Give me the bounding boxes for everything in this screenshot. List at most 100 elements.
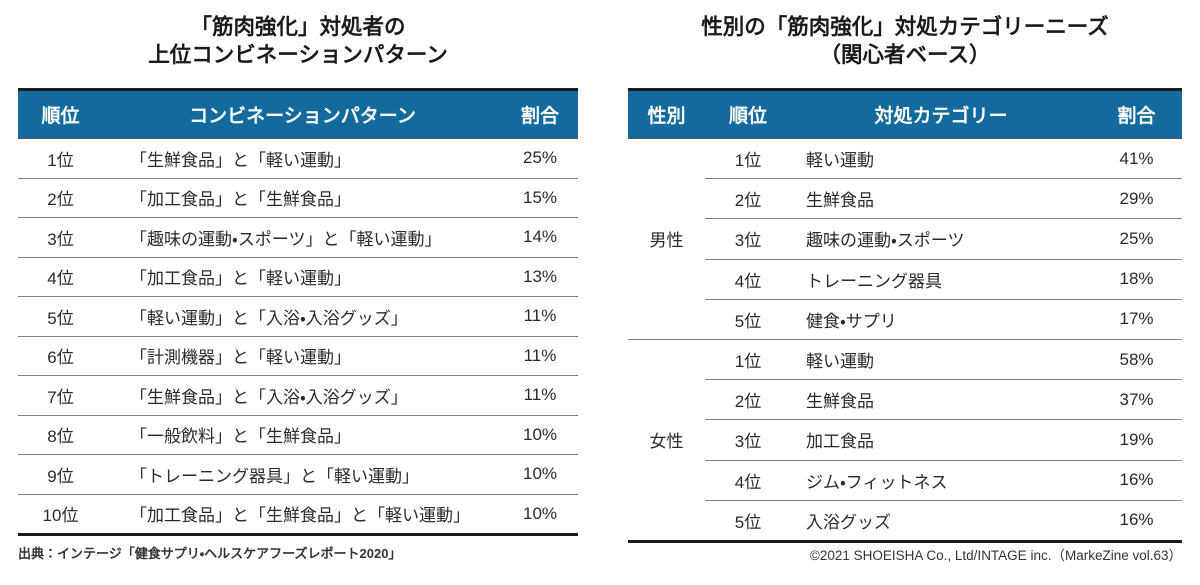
- table-row: 女性 1位 軽い運動 58%: [628, 339, 1182, 543]
- rank-cell: 1位: [705, 138, 791, 180]
- category-cell: 生鮮食品: [791, 178, 1091, 220]
- rank-cell: 1位: [18, 138, 103, 179]
- share-cell: 10%: [502, 415, 578, 455]
- share-cell: 10%: [502, 454, 578, 495]
- gender-category-table: 性別 順位 対処カテゴリー 割合 男性 1位 軽い運動 41% 2位 生鮮食品 …: [628, 88, 1182, 543]
- rank-cell: 8位: [18, 415, 103, 455]
- rank-cell: 10位: [18, 494, 103, 536]
- rank-column-header: 順位: [18, 88, 103, 139]
- left-table-header-row: 順位 コンビネーションパターン 割合: [18, 88, 578, 139]
- table-row: 3位 趣味の運動・スポーツ 25%: [628, 218, 1182, 260]
- left-chart-title: 「筋肉強化」対処者の 上位コンビネーションパターン: [18, 13, 578, 69]
- category-cell: 健食・サプリ: [791, 299, 1091, 340]
- rank-cell: 6位: [18, 336, 103, 376]
- share-cell: 41%: [1091, 138, 1182, 180]
- pattern-cell: 「趣味の運動・スポーツ」と「軽い運動」: [103, 217, 502, 258]
- table-row: 2位 「加工食品」と「生鮮食品」 15%: [18, 178, 578, 218]
- rank-cell: 3位: [705, 419, 791, 461]
- share-cell: 25%: [1091, 218, 1182, 260]
- share-cell: 14%: [502, 217, 578, 258]
- share-column-header: 割合: [1091, 88, 1182, 139]
- table-row: 2位 生鮮食品 37%: [628, 379, 1182, 421]
- rank-cell: 2位: [705, 379, 791, 421]
- category-cell: ジム・フィットネス: [791, 460, 1091, 501]
- share-cell: 15%: [502, 178, 578, 218]
- table-row: 4位 トレーニング器具 18%: [628, 259, 1182, 300]
- right-title-line2: （関心者ベース）: [819, 43, 991, 67]
- pattern-cell: 「一般飲料」と「生鮮食品」: [103, 415, 502, 455]
- table-row: 5位 「軽い運動」と「入浴・入浴グッズ」 11%: [18, 296, 578, 337]
- rank-cell: 5位: [18, 296, 103, 337]
- gender-column-header: 性別: [628, 88, 705, 139]
- rank-column-header: 順位: [705, 88, 791, 139]
- pattern-column-header: コンビネーションパターン: [103, 88, 502, 139]
- category-cell: 加工食品: [791, 419, 1091, 461]
- table-row: 2位 生鮮食品 29%: [628, 178, 1182, 220]
- right-table-header-row: 性別 順位 対処カテゴリー 割合: [628, 88, 1182, 139]
- table-row: 8位 「一般飲料」と「生鮮食品」 10%: [18, 415, 578, 455]
- share-cell: 16%: [1091, 460, 1182, 501]
- source-note: 出典：インテージ「健食サプリ・ヘルスケアフーズレポート2020」: [18, 546, 402, 561]
- table-row: 5位 入浴グッズ 16%: [628, 500, 1182, 543]
- right-title-line1: 性別の「筋肉強化」対処カテゴリーニーズ: [701, 15, 1109, 39]
- share-cell: 11%: [502, 375, 578, 416]
- share-column-header: 割合: [502, 88, 578, 139]
- share-cell: 13%: [502, 257, 578, 297]
- pattern-cell: 「計測機器」と「軽い運動」: [103, 336, 502, 376]
- share-cell: 29%: [1091, 178, 1182, 220]
- table-row: 3位 加工食品 19%: [628, 419, 1182, 461]
- rank-cell: 4位: [705, 460, 791, 501]
- rank-cell: 3位: [18, 217, 103, 258]
- rank-cell: 3位: [705, 218, 791, 260]
- share-cell: 37%: [1091, 379, 1182, 421]
- share-cell: 18%: [1091, 259, 1182, 300]
- combination-pattern-table: 順位 コンビネーションパターン 割合 1位 「生鮮食品」と「軽い運動」 25% …: [18, 88, 578, 536]
- share-cell: 58%: [1091, 339, 1182, 381]
- rank-cell: 1位: [705, 339, 791, 381]
- rank-cell: 9位: [18, 454, 103, 495]
- pattern-cell: 「生鮮食品」と「軽い運動」: [103, 138, 502, 179]
- gender-group-cell-male: 男性: [628, 138, 705, 340]
- rank-cell: 5位: [705, 500, 791, 543]
- share-cell: 19%: [1091, 419, 1182, 461]
- pattern-cell: 「加工食品」と「軽い運動」: [103, 257, 502, 297]
- category-column-header: 対処カテゴリー: [791, 88, 1091, 139]
- rank-cell: 2位: [705, 178, 791, 220]
- table-row: 6位 「計測機器」と「軽い運動」 11%: [18, 336, 578, 376]
- share-cell: 10%: [502, 494, 578, 536]
- table-row: 7位 「生鮮食品」と「入浴・入浴グッズ」 11%: [18, 375, 578, 416]
- share-cell: 11%: [502, 296, 578, 337]
- pattern-cell: 「生鮮食品」と「入浴・入浴グッズ」: [103, 375, 502, 416]
- category-cell: 生鮮食品: [791, 379, 1091, 421]
- table-row: 男性 1位 軽い運動 41%: [628, 138, 1182, 340]
- table-row: 5位 健食・サプリ 17%: [628, 299, 1182, 340]
- gender-category-panel: 性別の「筋肉強化」対処カテゴリーニーズ （関心者ベース） 性別 順位 対処カテゴ…: [628, 0, 1182, 585]
- table-row: 10位 「加工食品」と「生鮮食品」と「軽い運動」 10%: [18, 494, 578, 536]
- share-cell: 17%: [1091, 299, 1182, 340]
- table-row: 4位 「加工食品」と「軽い運動」 13%: [18, 257, 578, 297]
- copyright-note: ©2021 SHOEISHA Co., Ltd/INTAGE inc.（Mark…: [809, 548, 1182, 563]
- share-cell: 16%: [1091, 500, 1182, 543]
- pattern-cell: 「軽い運動」と「入浴・入浴グッズ」: [103, 296, 502, 337]
- table-row: 9位 「トレーニング器具」と「軽い運動」 10%: [18, 454, 578, 495]
- table-row: 4位 ジム・フィットネス 16%: [628, 460, 1182, 501]
- category-cell: 軽い運動: [791, 339, 1091, 381]
- rank-cell: 4位: [705, 259, 791, 300]
- rank-cell: 5位: [705, 299, 791, 340]
- category-cell: 趣味の運動・スポーツ: [791, 218, 1091, 260]
- share-cell: 11%: [502, 336, 578, 376]
- rank-cell: 7位: [18, 375, 103, 416]
- rank-cell: 2位: [18, 178, 103, 218]
- category-cell: 入浴グッズ: [791, 500, 1091, 543]
- share-cell: 25%: [502, 138, 578, 179]
- right-chart-title: 性別の「筋肉強化」対処カテゴリーニーズ （関心者ベース）: [628, 13, 1182, 69]
- pattern-cell: 「加工食品」と「生鮮食品」と「軽い運動」: [103, 494, 502, 536]
- rank-cell: 4位: [18, 257, 103, 297]
- left-title-line2: 上位コンビネーションパターン: [148, 43, 448, 67]
- pattern-cell: 「トレーニング器具」と「軽い運動」: [103, 454, 502, 495]
- left-title-line1: 「筋肉強化」対処者の: [190, 15, 406, 39]
- combination-pattern-panel: 「筋肉強化」対処者の 上位コンビネーションパターン 順位 コンビネーションパター…: [18, 0, 578, 585]
- category-cell: トレーニング器具: [791, 259, 1091, 300]
- category-cell: 軽い運動: [791, 138, 1091, 180]
